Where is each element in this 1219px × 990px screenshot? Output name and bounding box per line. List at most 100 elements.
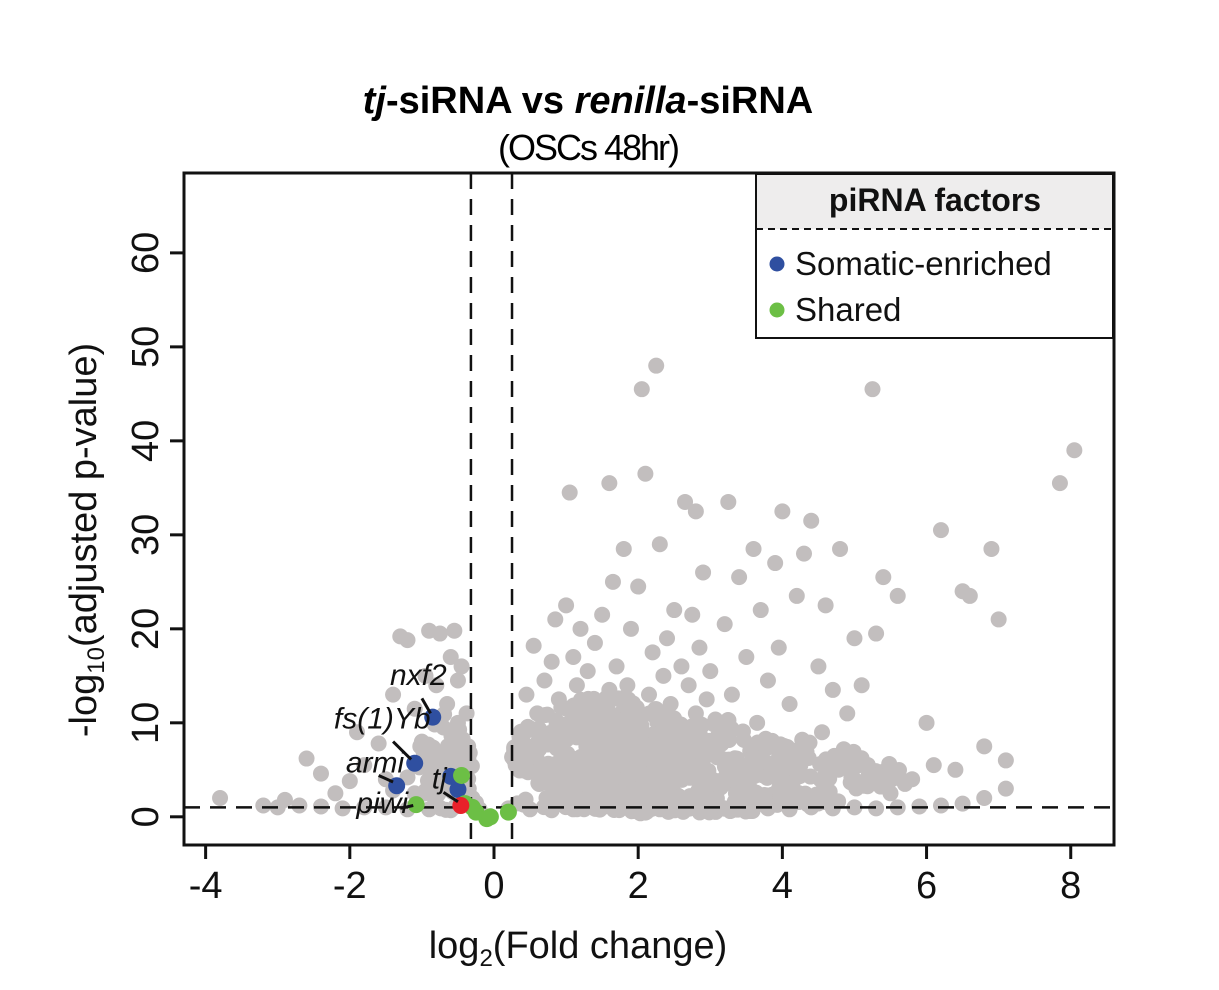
gene-point: [814, 724, 831, 741]
gene-point: [565, 649, 582, 666]
gene-point: [424, 748, 441, 765]
gene-point: [803, 512, 820, 529]
legend-header-bg: [756, 174, 1113, 229]
gene-point: [349, 724, 366, 741]
gene-point: [655, 667, 672, 684]
gene-point: [752, 602, 769, 619]
gene-point: [554, 747, 571, 764]
gene-point: [529, 705, 546, 722]
gene-point: [961, 587, 978, 604]
x-axis-title: log2(Fold change): [429, 925, 728, 972]
y-tick-label: 50: [125, 326, 167, 368]
gene-point: [550, 691, 567, 708]
gene-point: [586, 800, 603, 817]
gene-point: [667, 749, 684, 766]
gene-point: [612, 719, 629, 736]
y-axis-title-sub: 10: [83, 647, 110, 674]
y-tick-label: 0: [125, 806, 167, 827]
gene-point: [990, 611, 1007, 628]
gene-point: [561, 484, 578, 501]
gene-point: [818, 751, 835, 768]
gene-point: [954, 795, 971, 812]
gene-point: [540, 733, 557, 750]
highlighted-genes: [388, 708, 517, 828]
gene-point: [453, 743, 470, 760]
y-tick-label: 10: [125, 702, 167, 744]
gene-point: [687, 503, 704, 520]
gene-label-leader: [399, 804, 414, 810]
gene-point: [421, 801, 438, 818]
gene-label-leader: [442, 791, 459, 804]
gene-label: nxf2: [390, 659, 447, 692]
gene-point: [698, 691, 715, 708]
highlighted-gene-point: [499, 803, 517, 821]
gene-point: [637, 465, 654, 482]
y-axis: 0 10 20 30 40 50 60: [125, 232, 184, 827]
gene-point: [654, 760, 671, 777]
gene-point: [399, 632, 416, 649]
gene-point: [824, 800, 841, 817]
gene-point: [853, 677, 870, 694]
gene-point: [522, 743, 539, 760]
gene-point: [439, 696, 456, 713]
gene-point: [868, 800, 885, 817]
x-tick-label: 6: [916, 865, 937, 907]
gene-point: [976, 790, 993, 807]
gene-points: [212, 357, 1083, 822]
gene-point: [370, 735, 387, 752]
gene-point: [421, 761, 438, 778]
gene-point: [298, 750, 315, 767]
gene-point: [772, 787, 789, 804]
gene-point: [860, 766, 877, 783]
gene-label-leader: [420, 697, 432, 715]
gene-point: [620, 768, 637, 785]
gene-point: [770, 639, 787, 656]
gene-point: [875, 773, 892, 790]
gene-point: [291, 797, 308, 814]
gene-point: [522, 801, 539, 818]
gene-point: [976, 738, 993, 755]
gene-point: [738, 801, 755, 818]
threshold-lines: [184, 173, 1114, 845]
gene-point: [788, 587, 805, 604]
gene-point: [537, 774, 554, 791]
gene-point: [702, 663, 719, 680]
gene-point: [651, 536, 668, 553]
gene-point: [604, 573, 621, 590]
gene-point: [716, 800, 733, 817]
gene-point: [431, 625, 448, 642]
legend-box: [755, 173, 1114, 339]
gene-point: [622, 620, 639, 637]
gene-point: [746, 767, 763, 784]
gene-label: tj: [432, 763, 448, 796]
legend-label-somatic: Somatic-enriched: [795, 245, 1052, 282]
gene-point: [817, 597, 834, 614]
gene-point: [530, 720, 547, 737]
gene-point: [644, 644, 661, 661]
gene-point: [597, 705, 614, 722]
gene-point: [731, 569, 748, 586]
gene-point: [518, 686, 535, 703]
gene-point: [458, 705, 475, 722]
gene-point: [648, 357, 665, 374]
gene-point: [683, 761, 700, 778]
gene-point: [648, 710, 665, 727]
gene-point: [341, 773, 358, 790]
gene-point: [595, 784, 612, 801]
title-part-tj: tj: [363, 80, 388, 122]
gene-point: [716, 770, 733, 787]
gene-point: [630, 802, 647, 819]
gene-point: [889, 587, 906, 604]
y-tick-label: 40: [125, 420, 167, 462]
x-tick-label: 8: [1060, 865, 1081, 907]
legend: piRNA factors Somatic-enriched Shared: [755, 173, 1114, 339]
gene-point: [774, 503, 791, 520]
gene-point: [571, 767, 588, 784]
gene-point: [997, 752, 1014, 769]
gene-point: [781, 696, 798, 713]
gene-point: [824, 681, 841, 698]
x-tick-label: 4: [772, 865, 793, 907]
gene-point: [356, 757, 373, 774]
